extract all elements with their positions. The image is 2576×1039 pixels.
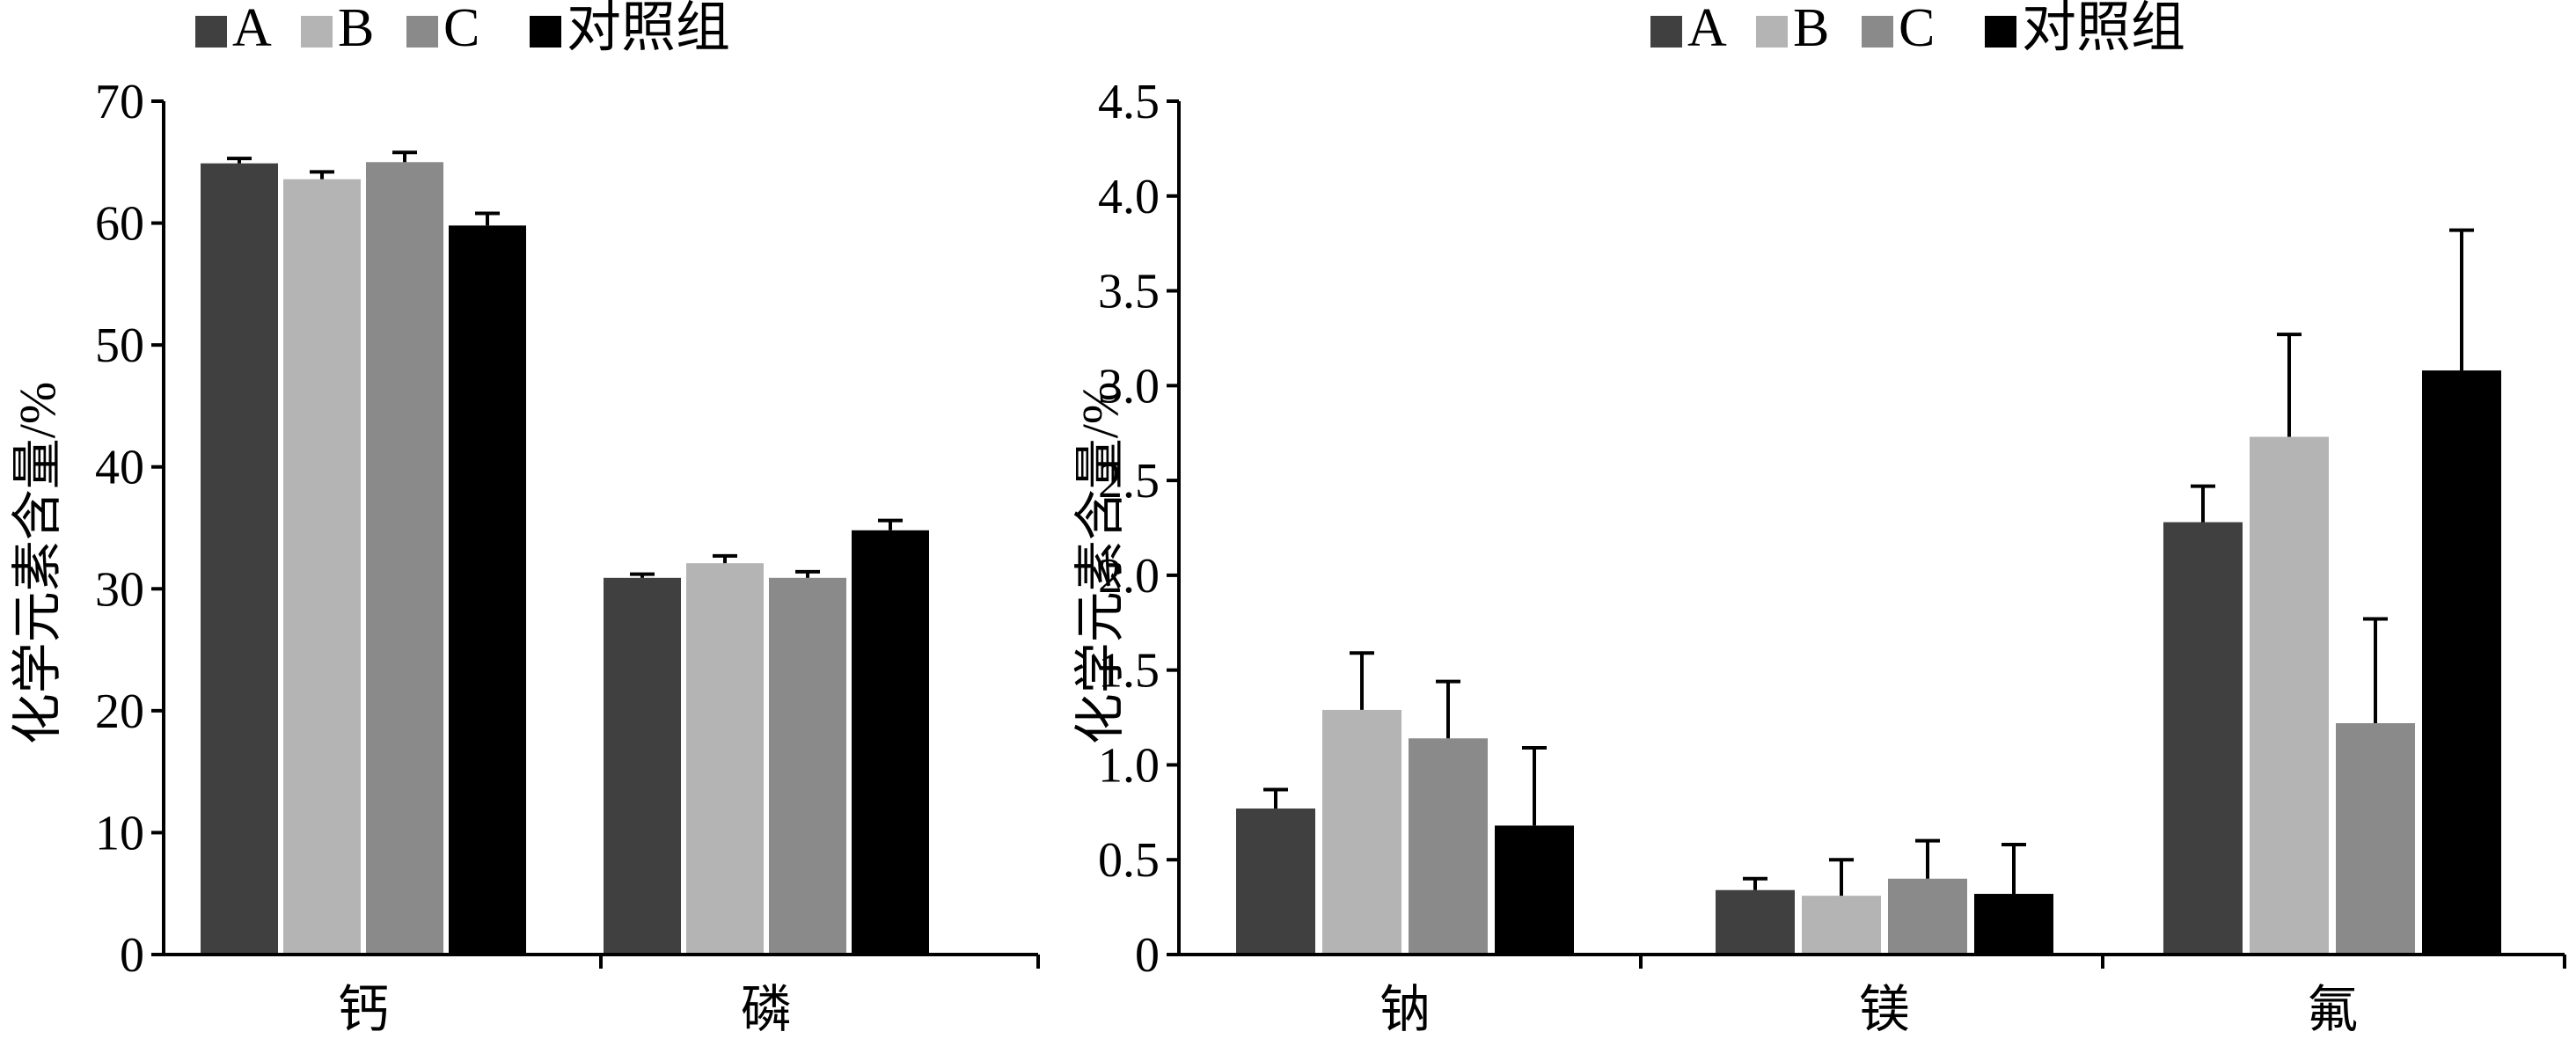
bar-氟-B xyxy=(2250,436,2329,955)
x-category-label-1: 镁 xyxy=(1859,981,1910,1038)
bar-氟-A xyxy=(2163,522,2243,955)
legend-label-1: B xyxy=(338,0,374,58)
x-category-label-1: 磷 xyxy=(741,981,792,1038)
bar-钙-B xyxy=(283,179,361,955)
sodium-magnesium-fluorine-chart: A B C 对照组 0 0.5 1.0 1.5 2.0 2.5 3.0 3.5 4.0 4.5 钠 镁 氟 化学元… xyxy=(1072,0,2566,1038)
x-category-label-0: 钙 xyxy=(338,981,389,1038)
y-tick-label-2: 20 xyxy=(95,684,144,739)
y-tick-label-3: 30 xyxy=(95,562,144,617)
y-tick-label-0: 0 xyxy=(1135,928,1160,983)
legend: A B C 对照组 xyxy=(1650,0,2185,58)
bar-磷-C xyxy=(769,577,846,955)
legend-swatch-2 xyxy=(1862,16,1893,48)
bar-磷-A xyxy=(604,577,681,955)
legend-label-2: C xyxy=(1899,0,1935,58)
legend-swatch-3 xyxy=(530,16,561,48)
legend: A B C 对照组 xyxy=(195,0,730,58)
y-tick-label-4: 2.0 xyxy=(1098,549,1160,604)
legend-swatch-0 xyxy=(195,16,227,48)
bar-氟-对照组 xyxy=(2422,370,2501,955)
y-tick-label-1: 10 xyxy=(95,806,144,860)
y-tick-label-5: 50 xyxy=(95,318,144,373)
y-tick-label-0: 0 xyxy=(120,928,144,983)
bar-镁-B xyxy=(1802,896,1881,955)
x-category-label-0: 钠 xyxy=(1379,981,1431,1038)
legend-label-2: C xyxy=(443,0,479,58)
bar-钙-A xyxy=(201,163,278,955)
bar-钙-C xyxy=(366,162,443,955)
y-tick-label-7: 3.5 xyxy=(1098,265,1160,319)
y-tick-label-7: 70 xyxy=(95,75,144,129)
legend-swatch-1 xyxy=(301,16,333,48)
legend-swatch-3 xyxy=(1985,16,2016,48)
y-tick-label-6: 3.0 xyxy=(1098,359,1160,413)
legend-label-3: 对照组 xyxy=(2022,0,2185,58)
y-axis-label: 化学元素含量/% xyxy=(9,382,66,744)
bar-磷-B xyxy=(686,563,764,955)
y-axis-label: 化学元素含量/% xyxy=(1072,382,1129,744)
y-tick-label-6: 60 xyxy=(95,197,144,252)
y-tick-label-9: 4.5 xyxy=(1098,75,1160,129)
legend-label-0: A xyxy=(232,0,272,58)
legend-swatch-0 xyxy=(1650,16,1682,48)
legend-label-1: B xyxy=(1793,0,1829,58)
bar-钠-A xyxy=(1236,809,1315,955)
x-category-label-2: 氟 xyxy=(2307,981,2358,1038)
bars xyxy=(201,150,929,955)
y-tick-label-1: 0.5 xyxy=(1098,833,1160,888)
legend-label-0: A xyxy=(1687,0,1727,58)
y-tick-label-8: 4.0 xyxy=(1098,170,1160,224)
y-tick-label-2: 1.0 xyxy=(1098,738,1160,793)
bars xyxy=(1236,228,2501,955)
calcium-phosphorus-chart: A B C 对照组 0 10 20 30 40 50 60 70 钙 磷 化学元素含量/% xyxy=(9,0,1040,1038)
y-tick-label-5: 2.5 xyxy=(1098,454,1160,509)
bar-钠-B xyxy=(1322,709,1401,955)
bar-镁-C xyxy=(1888,878,1967,955)
bar-氟-C xyxy=(2336,723,2415,955)
bar-镁-A xyxy=(1716,889,1795,955)
bar-钠-C xyxy=(1409,738,1488,955)
bar-钠-对照组 xyxy=(1495,825,1574,955)
bar-钙-对照组 xyxy=(449,225,526,955)
bar-磷-对照组 xyxy=(852,530,929,955)
y-tick-label-4: 40 xyxy=(95,441,144,495)
legend-swatch-1 xyxy=(1756,16,1788,48)
legend-swatch-2 xyxy=(406,16,438,48)
bar-镁-对照组 xyxy=(1974,894,2053,955)
legend-label-3: 对照组 xyxy=(567,0,730,58)
y-tick-label-3: 1.5 xyxy=(1098,644,1160,699)
